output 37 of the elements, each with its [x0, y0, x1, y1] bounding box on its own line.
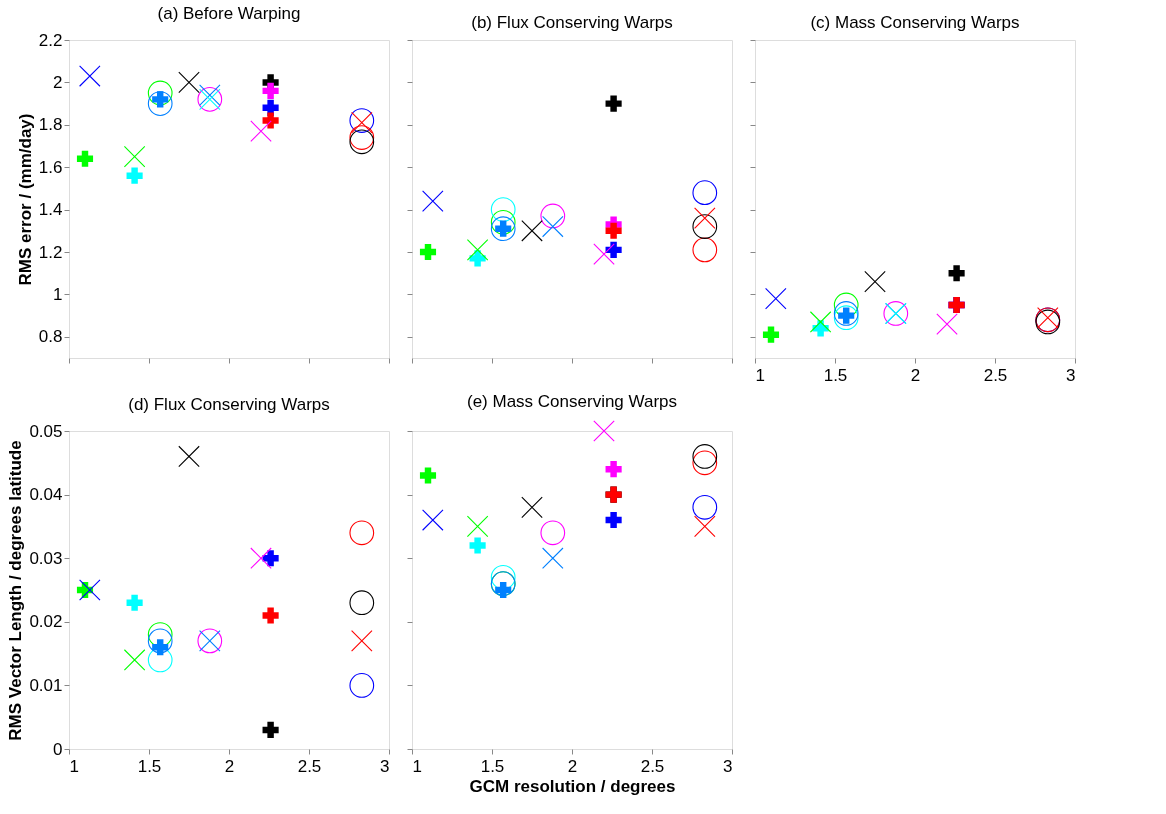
y-tick-label: 2: [53, 72, 63, 92]
y-tick-label: 0.03: [29, 548, 63, 568]
x-tick-label: 1: [69, 756, 79, 776]
y-tick-label: 0.05: [29, 421, 63, 441]
chart-title: (a) Before Warping: [157, 4, 301, 23]
chart-title: (e) Mass Conserving Warps: [466, 391, 678, 411]
y-tick-label: 2.2: [38, 30, 63, 50]
x-tick-label: 2: [910, 365, 921, 385]
y-tick-label: 0.02: [29, 612, 63, 632]
x-tick-label: 2.5: [640, 756, 665, 776]
x-tick-label: 3: [1066, 365, 1076, 385]
y-tick-label: 0.04: [29, 485, 63, 505]
y-tick-label: 1.6: [38, 157, 63, 177]
x-axis-title: GCM resolution / degrees: [469, 776, 676, 796]
x-tick-label: 3: [723, 756, 733, 776]
y-tick-label: 1.2: [38, 242, 63, 262]
x-tick-label: 1: [412, 756, 422, 776]
chart-title: (c) Mass Conserving Warps: [810, 12, 1020, 32]
x-tick-label: 1.5: [823, 365, 848, 385]
x-tick-label: 1.5: [480, 756, 505, 776]
y-tick-label: 0.8: [38, 327, 63, 347]
y-tick-label: 1: [53, 284, 63, 304]
y-axis-title: RMS Vector Length / degrees latitude: [6, 440, 26, 741]
x-tick-label: 2: [224, 756, 235, 776]
x-tick-label: 2.5: [983, 365, 1008, 385]
x-tick-label: 1: [755, 365, 765, 385]
chart-title: (d) Flux Conserving Warps: [128, 395, 330, 414]
y-tick-label: 0: [53, 739, 63, 759]
x-tick-label: 1.5: [137, 756, 162, 776]
y-tick-label: 1.8: [38, 115, 63, 135]
y-tick-label: 0.01: [29, 675, 63, 695]
y-tick-label: 1.4: [38, 200, 63, 220]
chart-title: (b) Flux Conserving Warps: [471, 12, 673, 32]
x-tick-label: 2: [567, 756, 578, 776]
x-tick-label: 2.5: [297, 756, 322, 776]
y-axis-title: RMS error / (mm/day): [15, 113, 35, 286]
x-tick-label: 3: [380, 756, 390, 776]
